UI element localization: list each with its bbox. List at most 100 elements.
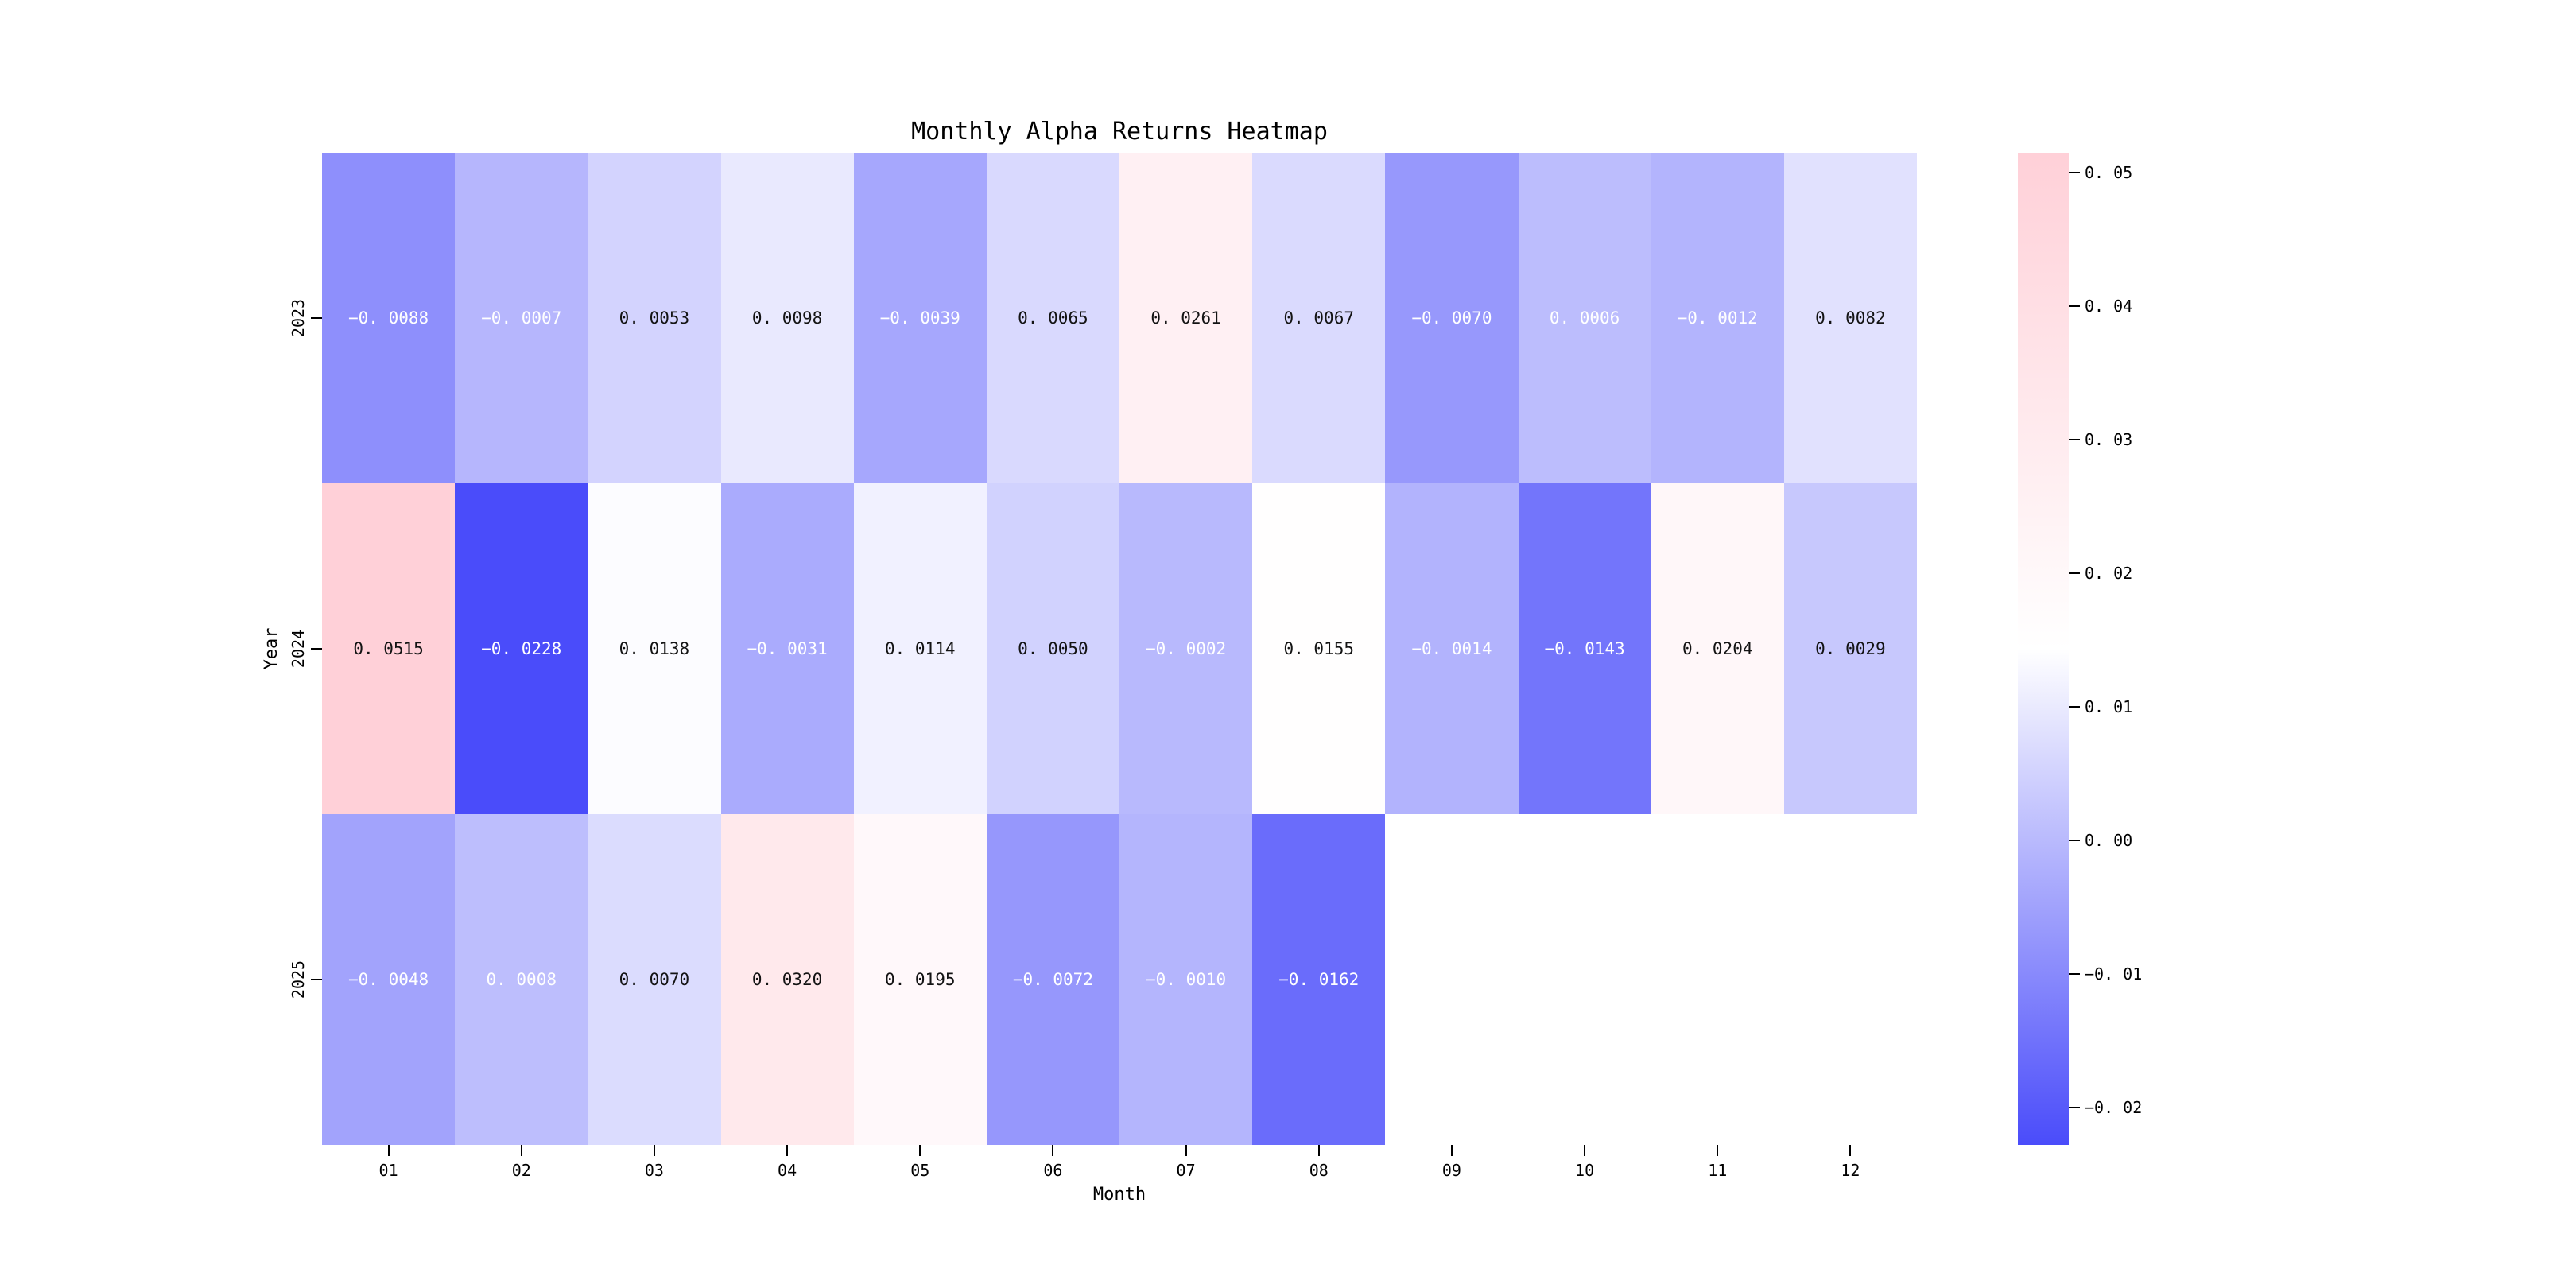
heatmap-cell: 0. 0053 — [588, 153, 721, 483]
heatmap-cell: −0. 0012 — [1651, 153, 1784, 483]
cell-value: −0. 0031 — [747, 639, 828, 658]
cell-value: −0. 0039 — [879, 308, 960, 328]
heatmap-cell: 0. 0050 — [986, 483, 1119, 814]
cell-value: −0. 0048 — [348, 970, 429, 989]
x-axis-tick-mark — [1450, 1145, 1453, 1156]
x-axis-tick-label: 04 — [778, 1161, 797, 1180]
cell-value: 0. 0006 — [1549, 308, 1620, 328]
heatmap-cell: 0. 0195 — [853, 814, 987, 1145]
heatmap-cell: 0. 0138 — [588, 483, 721, 814]
y-axis-tick-label: 2025 — [289, 960, 308, 999]
heatmap-cell: 0. 0065 — [986, 153, 1119, 483]
y-axis-label: Year — [262, 627, 281, 670]
heatmap-cell: 0. 0204 — [1651, 483, 1784, 814]
heatmap-cell: 0. 0008 — [455, 814, 588, 1145]
cell-value: 0. 0050 — [1018, 639, 1088, 658]
x-axis-tick-mark — [1717, 1145, 1719, 1156]
heatmap-grid: −0. 0088 −0. 0007 0. 0053 0. 0098 −0. 0039 0.… — [322, 153, 1917, 1145]
heatmap-cell — [1651, 814, 1784, 1145]
cell-value: −0. 0228 — [481, 639, 562, 658]
cell-value: 0. 0204 — [1682, 639, 1753, 658]
colorbar-tick-mark — [2069, 1106, 2080, 1108]
heatmap-cell: −0. 0002 — [1119, 483, 1253, 814]
y-axis-tick-mark — [311, 979, 322, 980]
colorbar-tick-label: 0. 00 — [2085, 831, 2133, 851]
x-axis-tick-mark — [1052, 1145, 1054, 1156]
x-axis-tick-label: 12 — [1841, 1161, 1860, 1180]
cell-value: 0. 0155 — [1283, 639, 1354, 658]
cell-value: −0. 0070 — [1411, 308, 1492, 328]
colorbar-tick-mark — [2069, 305, 2080, 308]
colorbar-tick-mark — [2069, 172, 2080, 174]
heatmap-cell — [1783, 814, 1917, 1145]
heatmap-cell: −0. 0088 — [322, 153, 456, 483]
cell-value: 0. 0053 — [619, 308, 690, 328]
x-axis-tick-mark — [1584, 1145, 1586, 1156]
cell-value: 0. 0065 — [1018, 308, 1088, 328]
cell-value: 0. 0008 — [486, 970, 557, 989]
colorbar-tick-label: 0. 01 — [2085, 697, 2133, 717]
heatmap-cell: −0. 0070 — [1385, 153, 1519, 483]
x-axis-tick-label: 01 — [378, 1161, 398, 1180]
heatmap-cell: 0. 0067 — [1252, 153, 1386, 483]
heatmap-cell: −0. 0048 — [322, 814, 456, 1145]
y-axis-tick-label: 2024 — [289, 629, 308, 669]
x-axis-tick-label: 05 — [910, 1161, 930, 1180]
x-axis-tick-mark — [653, 1145, 655, 1156]
x-axis-tick-mark — [520, 1145, 522, 1156]
x-axis-tick-label: 11 — [1708, 1161, 1728, 1180]
x-axis-tick-mark — [387, 1145, 390, 1156]
heatmap-cell: 0. 0261 — [1119, 153, 1253, 483]
colorbar-tick-label: 0. 05 — [2085, 163, 2133, 183]
cell-value: 0. 0261 — [1150, 308, 1221, 328]
x-axis-tick-mark — [786, 1145, 789, 1156]
heatmap-cell: −0. 0162 — [1252, 814, 1386, 1145]
cell-value: −0. 0162 — [1278, 970, 1360, 989]
colorbar-gradient — [2018, 153, 2069, 1145]
heatmap-cell: 0. 0114 — [853, 483, 987, 814]
colorbar-tick-mark — [2069, 706, 2080, 708]
colorbar-tick-mark — [2069, 840, 2080, 842]
x-axis-tick-mark — [919, 1145, 921, 1156]
heatmap-cell — [1518, 814, 1651, 1145]
x-axis-tick-mark — [1317, 1145, 1320, 1156]
cell-value: −0. 0002 — [1146, 639, 1227, 658]
colorbar-tick-label: 0. 03 — [2085, 430, 2133, 450]
x-axis-tick-label: 03 — [644, 1161, 664, 1180]
heatmap-cell: 0. 0155 — [1252, 483, 1386, 814]
chart-title: Monthly Alpha Returns Heatmap — [911, 118, 1328, 145]
cell-value: 0. 0195 — [884, 970, 956, 989]
heatmap-cell: −0. 0007 — [455, 153, 588, 483]
cell-value: 0. 0114 — [884, 639, 956, 658]
cell-value: 0. 0138 — [619, 639, 690, 658]
colorbar-tick-label: −0. 02 — [2085, 1097, 2143, 1117]
cell-value: 0. 0029 — [1815, 639, 1886, 658]
heatmap-cell: 0. 0029 — [1783, 483, 1917, 814]
x-axis-tick-mark — [1185, 1145, 1187, 1156]
colorbar-tick-label: 0. 02 — [2085, 564, 2133, 584]
colorbar-tick-mark — [2069, 973, 2080, 975]
colorbar-tick-label: −0. 01 — [2085, 964, 2143, 983]
cell-value: −0. 0007 — [481, 308, 562, 328]
cell-value: −0. 0143 — [1544, 639, 1625, 658]
x-axis-tick-label: 02 — [511, 1161, 531, 1180]
y-axis-tick-mark — [311, 648, 322, 650]
cell-value: −0. 0010 — [1146, 970, 1227, 989]
colorbar-tick-label: 0. 04 — [2085, 297, 2133, 316]
cell-value: −0. 0088 — [348, 308, 429, 328]
cell-value: 0. 0082 — [1815, 308, 1886, 328]
y-axis-tick-mark — [311, 317, 322, 319]
heatmap-cell: −0. 0014 — [1385, 483, 1519, 814]
x-axis-tick-label: 09 — [1441, 1161, 1461, 1180]
heatmap-cell: 0. 0006 — [1518, 153, 1651, 483]
x-axis-tick-mark — [1849, 1145, 1852, 1156]
x-axis-label: Month — [1092, 1185, 1146, 1205]
heatmap-cell: 0. 0070 — [588, 814, 721, 1145]
x-axis-tick-label: 07 — [1176, 1161, 1196, 1180]
heatmap-cell — [1385, 814, 1519, 1145]
heatmap-cell: 0. 0515 — [322, 483, 456, 814]
colorbar-tick-mark — [2069, 439, 2080, 441]
cell-value: 0. 0098 — [751, 308, 823, 328]
heatmap-cell: −0. 0072 — [986, 814, 1119, 1145]
